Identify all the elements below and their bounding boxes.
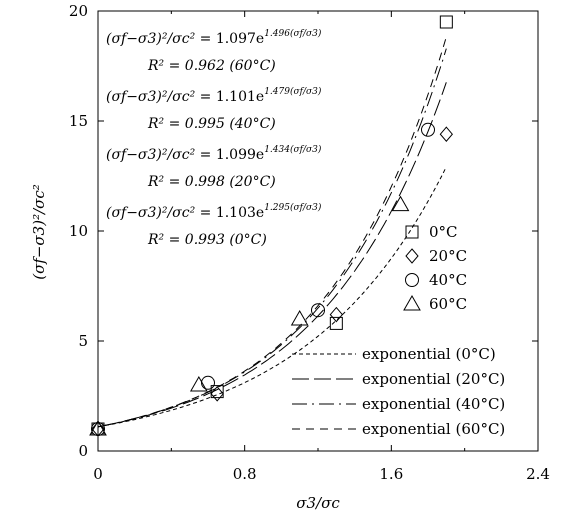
legend-label: 0°C [429,223,458,241]
r-squared-text: R² = 0.998 (20°C) [147,174,276,190]
data-point [290,309,309,326]
y-tick-label: 5 [78,332,88,350]
fit-line [97,36,447,428]
legend-marker [403,294,421,311]
data-point [89,419,107,436]
r-squared-text: R² = 0.995 (40°C) [147,116,276,132]
data-point [329,306,343,323]
data-point [439,126,453,142]
y-axis-title: (σf−σ3)²/σc² [30,184,48,280]
equation-coefficient: 1.099e [216,147,264,163]
y-tick-label: 15 [69,112,88,130]
x-axis: 0 0.8 1.6 2.4 [93,11,550,483]
equation-lhs: (σf−σ3)²/σc² = [106,31,216,47]
equation-lhs: (σf−σ3)²/σc² = [106,147,216,163]
markers [89,15,453,437]
fit-lines [97,36,447,428]
legend-label: exponential (0°C) [362,345,496,363]
legend-label: exponential (60°C) [362,420,505,438]
equation-coefficient: 1.097e [216,31,264,47]
x-tick-label: 1.6 [379,465,403,483]
equation-exponent: 1.295(σf/σ3) [264,202,322,213]
x-tick-label: 0.8 [233,465,257,483]
equation-exponent: 1.434(σf/σ3) [264,144,322,155]
equation-exponent: 1.496(σf/σ3) [264,28,322,39]
equation-lhs: (σf−σ3)²/σc² = [106,205,216,221]
equation-text: (σf−σ3)²/σc² = 1.099e1.434(σf/σ3) [106,144,322,163]
x-axis-title: σ3/σc [296,494,340,512]
y-axis: 0 5 10 15 20 [69,2,538,460]
legend-label: 60°C [429,295,467,313]
data-point [210,385,224,399]
equation-text: (σf−σ3)²/σc² = 1.097e1.496(σf/σ3) [106,28,322,47]
legend-marker [405,225,419,239]
r-squared-text: R² = 0.962 (60°C) [147,58,276,74]
legend-marker [405,273,419,287]
equation-lhs: (σf−σ3)²/σc² = [106,89,216,105]
equation-text: (σf−σ3)²/σc² = 1.103e1.295(σf/σ3) [106,202,322,221]
fit-line [97,166,447,428]
r-squared-text: R² = 0.993 (0°C) [147,232,267,248]
legend-markers: 0°C 20°C 40°C 60°C [403,223,467,313]
data-point [391,195,410,212]
y-tick-label: 10 [69,222,88,240]
equation-text: (σf−σ3)²/σc² = 1.101e1.479(σf/σ3) [106,86,322,105]
legend-label: exponential (20°C) [362,370,505,388]
y-tick-label: 20 [69,2,88,20]
data-point [439,15,453,29]
x-tick-label: 0 [93,465,103,483]
data-point [421,122,435,137]
equation-coefficient: 1.101e [216,89,264,105]
equation-coefficient: 1.103e [216,205,264,221]
x-tick-label: 2.4 [526,465,550,483]
equations: (σf−σ3)²/σc² = 1.097e1.496(σf/σ3) R² = 0.… [106,28,322,248]
legend-marker [405,248,419,264]
legend-label: 40°C [429,271,467,289]
equation-exponent: 1.479(σf/σ3) [264,86,322,97]
data-point [201,375,215,390]
y-tick-label: 0 [78,442,88,460]
legend-fits: exponential (0°C) exponential (20°C) expon… [292,345,505,438]
fit-line [97,82,447,428]
data-point [189,375,208,392]
legend-label: 20°C [429,247,467,265]
data-point [329,316,343,330]
legend-label: exponential (40°C) [362,395,505,413]
data-point [210,386,224,402]
data-point [311,303,325,318]
